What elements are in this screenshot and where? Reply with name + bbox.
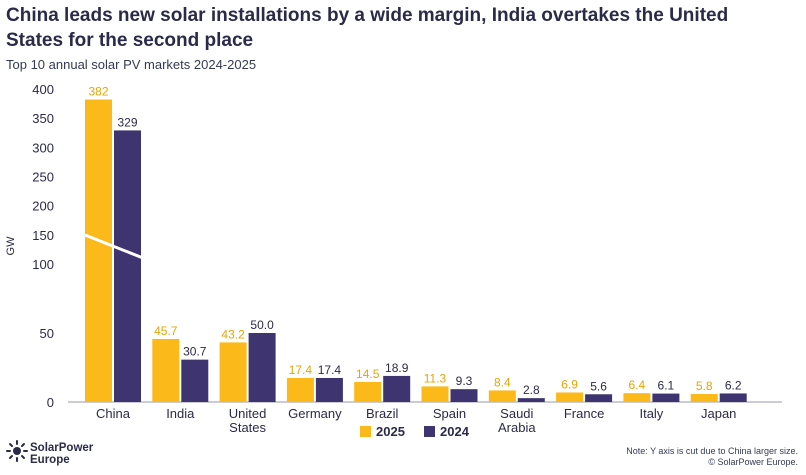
data-label-2024: 18.9: [385, 361, 409, 375]
bar-2025-8: [623, 393, 651, 402]
footnote-line-1: Note: Y axis is cut due to China larger …: [626, 446, 798, 456]
data-label-2024: 17.4: [318, 363, 342, 377]
brand-name: SolarPower Europe: [30, 442, 93, 466]
data-label-2024: 5.6: [590, 379, 607, 393]
x-tick-label: Saudi: [500, 406, 533, 421]
x-tick-label: India: [166, 406, 195, 421]
y-tick-label: 300: [32, 140, 54, 155]
chart-title: China leads new solar installations by a…: [6, 5, 729, 51]
bar-2025-0: [85, 99, 112, 402]
bar-2024-6: [517, 398, 545, 402]
data-label-2024: 30.7: [183, 345, 207, 359]
y-axis-label: GW: [5, 236, 17, 256]
bar-2024-7: [585, 394, 613, 402]
data-label-2025: 6.4: [629, 378, 646, 392]
y-tick-label: 400: [32, 82, 54, 97]
bar-2025-1: [152, 338, 180, 402]
data-label-2025: 43.2: [221, 327, 245, 341]
data-label-2025: 382: [88, 85, 108, 99]
y-tick-label: 350: [32, 111, 54, 126]
bar-2024-9: [719, 393, 747, 402]
bar-2025-4: [354, 381, 382, 402]
bar-2024-0: [114, 130, 141, 402]
y-tick-label: 0: [47, 395, 54, 410]
x-tick-label: France: [564, 406, 604, 421]
bar-2024-1: [181, 359, 209, 402]
bar-2024-5: [450, 389, 478, 402]
data-label-2025: 11.3: [424, 371, 447, 385]
y-tick-label: 100: [32, 257, 54, 272]
data-label-2024: 329: [117, 115, 137, 129]
chart-subtitle: Top 10 annual solar PV markets 2024-2025: [6, 57, 257, 72]
x-tick-label: Germany: [288, 406, 342, 421]
data-label-2025: 5.8: [696, 379, 713, 393]
bar-2025-9: [690, 393, 718, 402]
legend-label-2024: 2024: [440, 424, 470, 439]
footnote: Note: Y axis is cut due to China larger …: [626, 446, 798, 468]
bar-2024-3: [315, 377, 343, 402]
data-label-2024: 2.8: [523, 383, 540, 397]
data-label-2025: 45.7: [154, 324, 178, 338]
y-tick-label: 150: [32, 228, 54, 243]
x-tick-label: Japan: [701, 406, 736, 421]
bar-2025-2: [219, 342, 247, 402]
y-tick-label: 250: [32, 170, 54, 185]
y-tick-label: 50: [40, 326, 54, 341]
legend-swatch-2025: [360, 426, 371, 437]
sun-logo-icon: [6, 440, 28, 462]
data-label-2025: 8.4: [494, 375, 511, 389]
data-label-2024: 6.2: [725, 378, 742, 392]
x-tick-label: States: [229, 420, 266, 435]
data-label-2024: 50.0: [250, 318, 274, 332]
footnote-line-2: © SolarPower Europe.: [708, 457, 798, 467]
bar-2024-4: [383, 375, 411, 402]
axis-break-mark: [84, 233, 144, 260]
y-tick-label: 200: [32, 199, 54, 214]
data-label-2024: 9.3: [456, 374, 473, 388]
data-label-2025: 6.9: [561, 377, 578, 391]
x-tick-label: Arabia: [498, 420, 536, 435]
x-tick-label: Italy: [639, 406, 663, 421]
bar-2025-3: [286, 377, 314, 402]
bar-2025-7: [556, 392, 584, 402]
data-label-2024: 6.1: [658, 379, 675, 393]
data-label-2025: 17.4: [289, 363, 313, 377]
legend-swatch-2024: [424, 426, 435, 437]
x-tick-label: China: [96, 406, 131, 421]
bar-2025-6: [488, 390, 516, 402]
x-tick-label: Brazil: [366, 406, 399, 421]
bar-2024-2: [248, 333, 276, 402]
legend-label-2025: 2025: [376, 424, 405, 439]
brand-line-1: SolarPower: [30, 442, 94, 454]
bar-2025-5: [421, 386, 449, 402]
bar-2024-8: [652, 393, 680, 402]
data-label-2025: 14.5: [356, 367, 380, 381]
x-tick-label: Spain: [433, 406, 466, 421]
brand-line-2: Europe: [30, 454, 70, 466]
x-tick-label: United: [229, 406, 267, 421]
